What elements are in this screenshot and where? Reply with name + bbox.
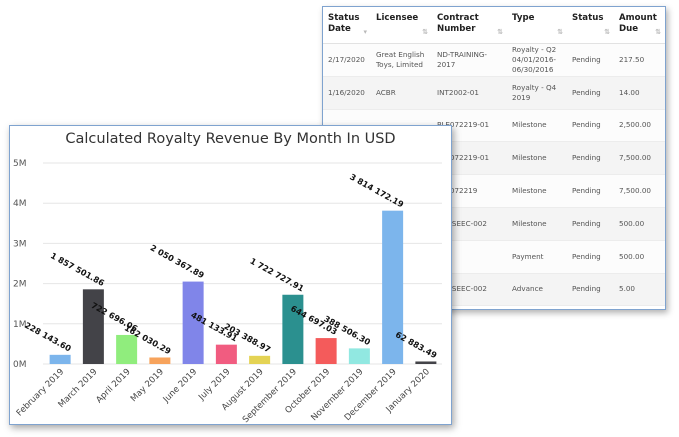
royalty-revenue-chart-panel: Calculated Royalty Revenue By Month In U… <box>9 125 452 425</box>
y-tick-label: 2M <box>13 280 27 290</box>
y-tick-label: 1M <box>13 320 27 330</box>
data-label: 3 814 172.19 <box>348 172 406 210</box>
sort-icon[interactable]: ⇅ <box>655 28 661 36</box>
data-label: 228 143.60 <box>23 320 73 354</box>
column-header-label: Due <box>619 24 639 34</box>
column-header[interactable]: Licensee ⇅ <box>371 7 432 44</box>
bar[interactable] <box>116 334 138 364</box>
x-tick-label: February 2019 <box>15 367 66 418</box>
cell-status: Pending <box>567 273 614 307</box>
cell-status: Pending <box>567 240 614 274</box>
cell-date: 2/17/2020 <box>323 43 371 77</box>
x-tick-label: June 2019 <box>161 367 199 405</box>
cell-contract: CENSEEC-002 <box>432 273 507 307</box>
cell-status: Pending <box>567 109 614 143</box>
column-header-label: Licensee <box>376 13 419 23</box>
bar[interactable] <box>215 344 237 364</box>
column-header-label: Number <box>437 24 476 34</box>
column-header-label: Amount <box>619 13 657 23</box>
bar[interactable] <box>182 281 204 364</box>
chart-title: Calculated Royalty Revenue By Month In U… <box>65 131 396 147</box>
bar[interactable] <box>315 338 337 364</box>
cell-contract: PLE072219-01 <box>432 109 507 143</box>
cell-type: Milestone <box>507 174 567 208</box>
sort-down-icon[interactable]: ▾ <box>363 28 367 36</box>
table-row[interactable]: 1/16/2020 ACBR INT2002-01 Royalty - Q4 2019… <box>323 76 665 110</box>
cell-status: Pending <box>567 43 614 77</box>
cell-type: Advance <box>507 273 567 307</box>
y-tick-label: 5M <box>13 159 27 169</box>
x-tick-label: April 2019 <box>94 367 132 405</box>
bar[interactable] <box>348 348 370 364</box>
x-tick-label: May 2019 <box>129 367 166 404</box>
y-tick-label: 4M <box>13 199 27 209</box>
cell-type: Royalty - Q2 04/01/2016-06/30/2016 <box>507 43 567 77</box>
bar[interactable] <box>149 357 171 364</box>
cell-amount: 7,500.00 <box>614 174 665 208</box>
bar[interactable] <box>49 354 71 364</box>
royalty-revenue-bar-chart: 0M 1M 2M 3M 4M 5M 228 143.60 February 2019 1 857… <box>13 159 442 424</box>
bar[interactable] <box>82 289 104 364</box>
cell-status: Pending <box>567 207 614 241</box>
cell-contract: INT2002-01 <box>432 76 507 110</box>
y-tick-label: 3M <box>13 239 27 249</box>
table-row[interactable]: 2/17/2020 Great English Toys, Limited ND-T… <box>323 43 665 77</box>
cell-status: Pending <box>567 141 614 176</box>
column-header-label: Status <box>572 13 604 23</box>
column-header[interactable]: Status ⇅ <box>567 7 614 44</box>
data-label: 1 857 501.86 <box>49 250 107 288</box>
cell-amount: 2,500.00 <box>614 109 665 143</box>
cell-amount: 500.00 <box>614 240 665 274</box>
cell-status: Pending <box>567 76 614 110</box>
table-header-row: Status Date ▾ Licensee ⇅ Contract Number ⇅ Type ⇅… <box>323 7 665 44</box>
y-tick-label: 0M <box>13 360 27 370</box>
column-header-label: Type <box>512 13 535 23</box>
cell-type: Royalty - Q4 2019 <box>507 76 567 110</box>
sort-icon[interactable]: ⇅ <box>604 28 610 36</box>
bar[interactable] <box>249 355 271 364</box>
cell-date: 1/16/2020 <box>323 76 371 110</box>
cell-type: Payment <box>507 240 567 274</box>
cell-type: Milestone <box>507 141 567 176</box>
column-header[interactable]: Amount Due ⇅ <box>614 7 665 44</box>
cell-contract: ND-TRAINING-2017 <box>432 43 507 77</box>
sort-icon[interactable]: ⇅ <box>557 28 563 36</box>
cell-amount: 14.00 <box>614 76 665 110</box>
data-label: 2 050 367.89 <box>149 242 207 280</box>
bar[interactable] <box>382 210 404 364</box>
column-header-label: Date <box>328 24 351 34</box>
column-header[interactable]: Type ⇅ <box>507 7 567 44</box>
column-header[interactable]: Contract Number ⇅ <box>432 7 507 44</box>
sort-icon[interactable]: ⇅ <box>497 28 503 36</box>
cell-amount: 500.00 <box>614 207 665 241</box>
column-header-label: Contract <box>437 13 479 23</box>
cell-status: Pending <box>567 174 614 208</box>
cell-type: Milestone <box>507 207 567 241</box>
data-label: 1 722 727.91 <box>248 256 306 294</box>
cell-licensee: ACBR <box>371 76 432 110</box>
cell-licensee: Great English Toys, Limited <box>371 43 432 77</box>
bar[interactable] <box>415 361 437 364</box>
sort-icon[interactable]: ⇅ <box>422 28 428 36</box>
column-header[interactable]: Status Date ▾ <box>323 7 371 44</box>
bar[interactable] <box>282 294 304 364</box>
cell-type: Milestone <box>507 109 567 143</box>
column-header-label: Status <box>328 13 360 23</box>
cell-amount: 217.50 <box>614 43 665 77</box>
cell-amount: 7,500.00 <box>614 141 665 176</box>
cell-amount: 5.00 <box>614 273 665 307</box>
